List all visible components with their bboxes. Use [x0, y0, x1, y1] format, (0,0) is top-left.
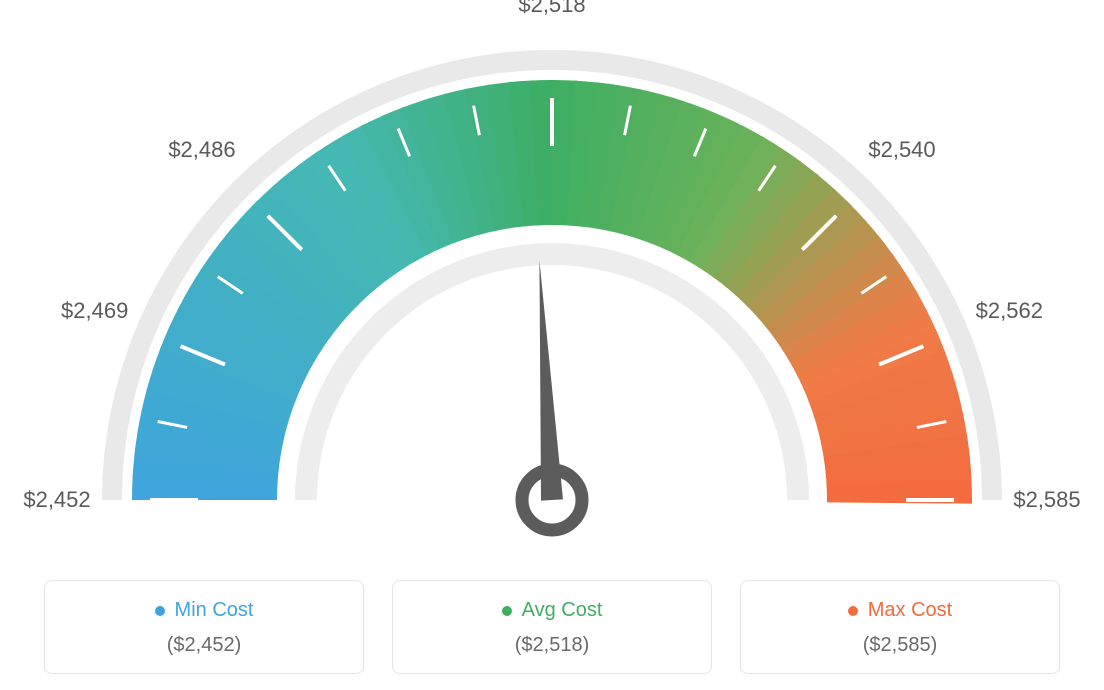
cost-gauge: $2,452 $2,469 $2,486 $2,518 $2,540 $2,562 $2,5… [0, 0, 1104, 560]
gauge-tick-label: $2,562 [976, 298, 1043, 324]
legend-value-max: ($2,585) [751, 634, 1049, 657]
legend-card-max: Max Cost ($2,585) [740, 580, 1060, 674]
dot-icon-avg [502, 606, 512, 616]
legend-title-min: Min Cost [155, 599, 254, 622]
legend-row: Min Cost ($2,452) Avg Cost ($2,518) Max … [0, 580, 1104, 674]
legend-card-min: Min Cost ($2,452) [44, 580, 364, 674]
gauge-tick-label: $2,486 [168, 137, 235, 163]
gauge-svg [0, 0, 1104, 560]
dot-icon-min [155, 606, 165, 616]
legend-title-max: Max Cost [848, 599, 952, 622]
legend-label-max: Max Cost [868, 599, 952, 622]
gauge-tick-label: $2,585 [1013, 487, 1080, 513]
legend-card-avg: Avg Cost ($2,518) [392, 580, 712, 674]
gauge-tick-label: $2,518 [518, 0, 585, 18]
legend-title-avg: Avg Cost [502, 599, 603, 622]
gauge-tick-label: $2,452 [23, 487, 90, 513]
legend-label-avg: Avg Cost [522, 599, 603, 622]
dot-icon-max [848, 606, 858, 616]
legend-value-min: ($2,452) [55, 634, 353, 657]
gauge-tick-label: $2,540 [868, 137, 935, 163]
gauge-tick-label: $2,469 [61, 298, 128, 324]
legend-label-min: Min Cost [175, 599, 254, 622]
legend-value-avg: ($2,518) [403, 634, 701, 657]
